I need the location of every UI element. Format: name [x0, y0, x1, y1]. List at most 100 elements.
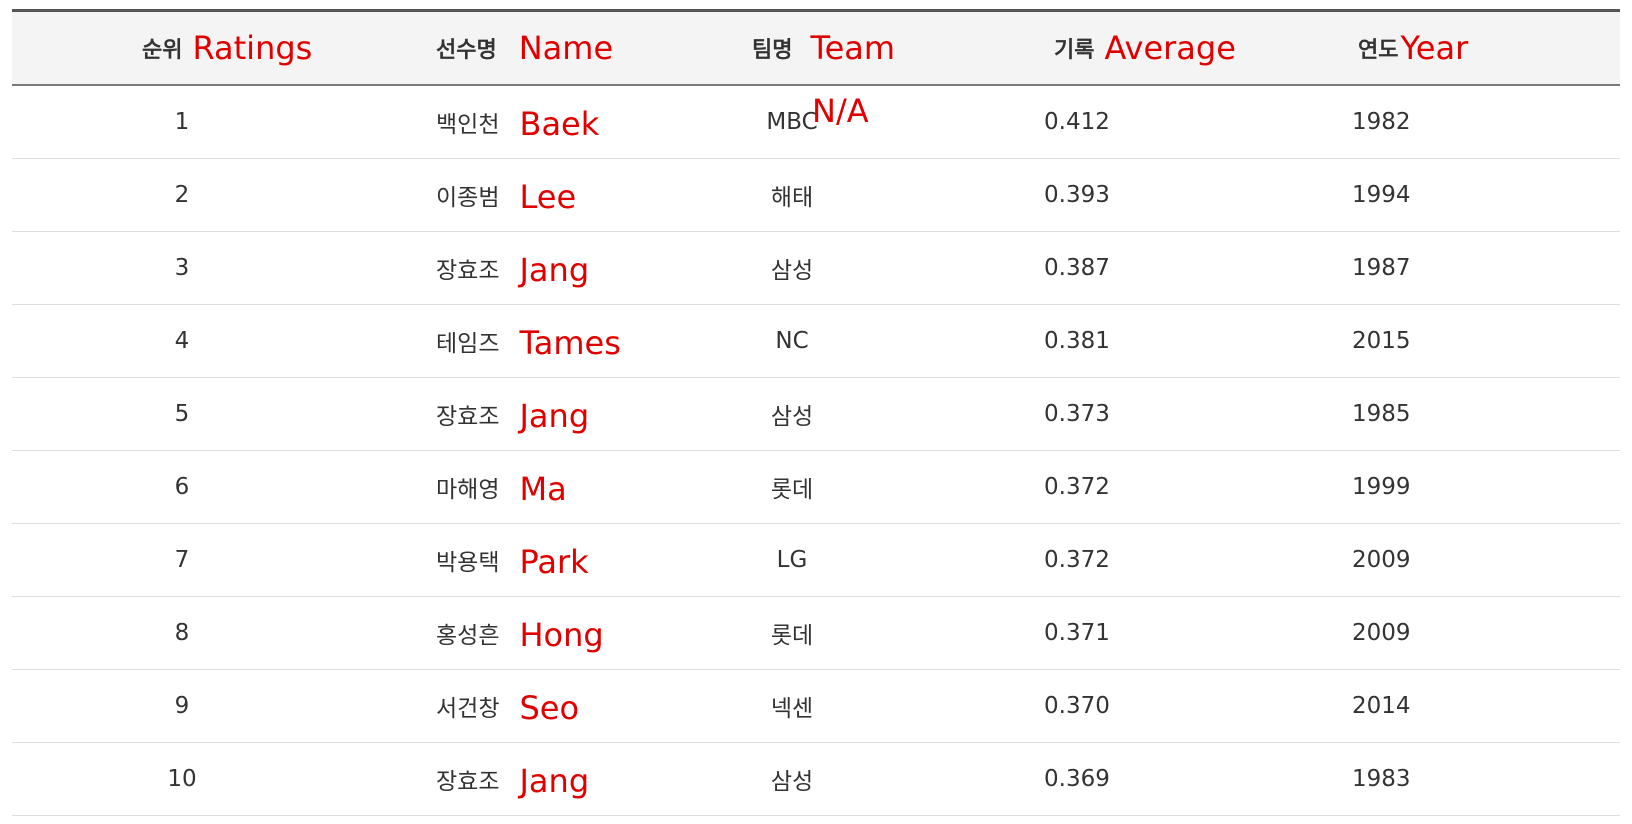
player-name-en: Hong — [519, 616, 604, 654]
year-cell: 1994 — [1352, 159, 1411, 231]
team-cell: LG — [744, 524, 840, 596]
year-value: 1983 — [1352, 766, 1411, 792]
name-cell: 테임즈 Tames — [436, 305, 621, 377]
rank-value: 7 — [174, 547, 190, 573]
table-row: 10 장효조 Jang 삼성 0.369 1983 — [12, 743, 1620, 816]
average-cell: 0.387 — [1044, 232, 1110, 304]
header-rank-ko: 순위 — [142, 38, 183, 63]
average-value: 0.372 — [1044, 547, 1110, 573]
header-rank-en: Ratings — [192, 29, 313, 67]
team-value: 삼성 — [770, 258, 814, 284]
team-value: 해태 — [770, 185, 814, 211]
header-name: 선수명 Name — [436, 12, 613, 84]
rank-value: 10 — [167, 766, 197, 792]
header-year-en: Year — [1400, 29, 1469, 67]
rank-cell: 10 — [142, 743, 222, 815]
rank-cell: 5 — [142, 378, 222, 450]
player-name-ko: 마해영 — [436, 477, 500, 503]
player-name-en: Jang — [519, 762, 590, 800]
average-value: 0.372 — [1044, 474, 1110, 500]
table-top-rule — [12, 9, 1620, 12]
player-name-ko: 이종범 — [436, 185, 500, 211]
header-team-ko: 팀명 — [752, 38, 793, 63]
name-cell: 이종범 Lee — [436, 159, 576, 231]
team-na-annotation: N/A — [812, 92, 869, 130]
player-name-en: Ma — [519, 470, 567, 508]
player-name-ko: 박용택 — [436, 550, 500, 576]
team-cell: 삼성 — [744, 743, 840, 815]
name-cell: 홍성흔 Hong — [436, 597, 604, 669]
player-name-ko: 장효조 — [436, 258, 500, 284]
header-average: 기록 Average — [1054, 12, 1236, 84]
rank-cell: 2 — [142, 159, 222, 231]
team-value: 롯데 — [770, 477, 814, 503]
average-cell: 0.393 — [1044, 159, 1110, 231]
player-name-en: Lee — [519, 178, 577, 216]
name-cell: 장효조 Jang — [436, 743, 589, 815]
table-row: 3 장효조 Jang 삼성 0.387 1987 — [12, 232, 1620, 305]
team-value: 롯데 — [770, 623, 814, 649]
year-cell: 1985 — [1352, 378, 1411, 450]
rank-value: 3 — [174, 255, 190, 281]
team-cell: 삼성 — [744, 232, 840, 304]
player-name-en: Baek — [519, 105, 600, 143]
rank-value: 4 — [174, 328, 190, 354]
table-row: 8 홍성흔 Hong 롯데 0.371 2009 — [12, 597, 1620, 670]
team-value: NC — [775, 328, 809, 354]
header-rank: 순위 Ratings — [142, 12, 312, 84]
year-value: 2009 — [1352, 620, 1411, 646]
average-value: 0.387 — [1044, 255, 1110, 281]
year-value: 1985 — [1352, 401, 1411, 427]
table-body: 1 백인천 Baek MBC 0.412 1982 N/A 2 이종범 Lee 해태 0.393 199… — [12, 86, 1620, 816]
rank-value: 5 — [174, 401, 190, 427]
player-name-en: Tames — [519, 324, 621, 362]
header-year: 연도 Year — [1358, 12, 1468, 84]
rank-value: 1 — [174, 109, 190, 135]
table-row: 1 백인천 Baek MBC 0.412 1982 N/A — [12, 86, 1620, 159]
name-cell: 서건창 Seo — [436, 670, 579, 742]
header-average-ko: 기록 — [1054, 38, 1095, 63]
year-value: 2009 — [1352, 547, 1411, 573]
team-cell: MBC — [744, 86, 840, 158]
table-row: 7 박용택 Park LG 0.372 2009 — [12, 524, 1620, 597]
name-cell: 마해영 Ma — [436, 451, 567, 523]
name-cell: 백인천 Baek — [436, 86, 599, 158]
team-cell: 롯데 — [744, 597, 840, 669]
header-average-en: Average — [1104, 29, 1236, 67]
average-value: 0.393 — [1044, 182, 1110, 208]
year-cell: 1999 — [1352, 451, 1411, 523]
rank-cell: 8 — [142, 597, 222, 669]
average-cell: 0.372 — [1044, 451, 1110, 523]
table-row: 2 이종범 Lee 해태 0.393 1994 — [12, 159, 1620, 232]
average-cell: 0.412 — [1044, 86, 1110, 158]
player-name-en: Jang — [519, 251, 590, 289]
player-name-en: Park — [519, 543, 589, 581]
player-name-ko: 홍성흔 — [436, 623, 500, 649]
header-year-ko: 연도 — [1358, 38, 1399, 63]
rank-cell: 1 — [142, 86, 222, 158]
team-cell: 넥센 — [744, 670, 840, 742]
team-value: MBC — [766, 109, 818, 135]
player-name-en: Seo — [519, 689, 580, 727]
year-value: 1994 — [1352, 182, 1411, 208]
team-value: 넥센 — [770, 696, 814, 722]
rank-cell: 7 — [142, 524, 222, 596]
header-name-en: Name — [518, 29, 614, 67]
team-cell: 삼성 — [744, 378, 840, 450]
average-value: 0.381 — [1044, 328, 1110, 354]
average-value: 0.370 — [1044, 693, 1110, 719]
team-value: 삼성 — [770, 769, 814, 795]
team-cell: 롯데 — [744, 451, 840, 523]
rank-value: 9 — [174, 693, 190, 719]
year-value: 1982 — [1352, 109, 1411, 135]
average-value: 0.371 — [1044, 620, 1110, 646]
year-cell: 1983 — [1352, 743, 1411, 815]
year-cell: 1982 — [1352, 86, 1411, 158]
average-cell: 0.373 — [1044, 378, 1110, 450]
rank-cell: 6 — [142, 451, 222, 523]
team-cell: 해태 — [744, 159, 840, 231]
rank-cell: 4 — [142, 305, 222, 377]
average-cell: 0.371 — [1044, 597, 1110, 669]
name-cell: 장효조 Jang — [436, 232, 589, 304]
player-name-ko: 백인천 — [436, 112, 500, 138]
